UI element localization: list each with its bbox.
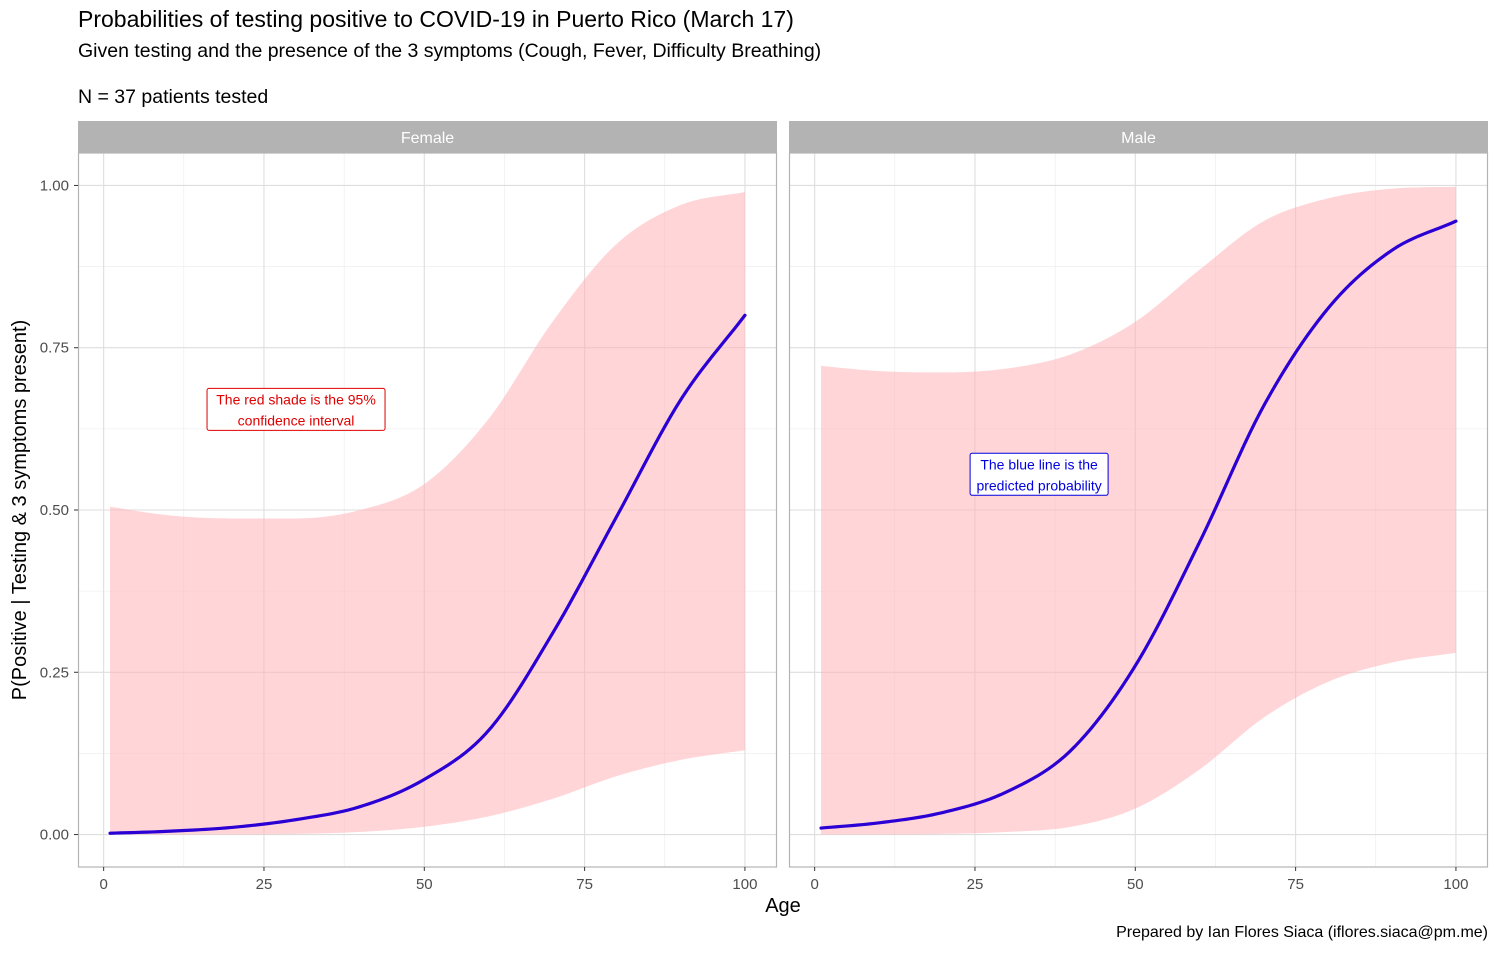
x-tick-label: 0 [810, 876, 818, 893]
y-axis-title: P(Positive | Testing & 3 symptoms presen… [9, 320, 31, 701]
y-tick-label: 0.75 [40, 340, 69, 357]
y-tick-label: 1.00 [40, 177, 69, 194]
annotation-text-line: predicted probability [976, 477, 1101, 493]
predicted-probability-line [108, 313, 747, 835]
annotation-box [969, 452, 1109, 496]
x-tick-label: 75 [576, 876, 593, 893]
annotation-label: The red shade is the 95% confidence inter… [206, 387, 386, 431]
y-tick-label: 0.50 [40, 502, 69, 519]
facet-female: Female 0 25 50 75 100 0.00 0.25 0.50 0.75 1.00 The … [40, 121, 778, 893]
annotation-text-line: confidence interval [238, 412, 355, 428]
facet-male: Male 0 25 50 75 100 The blue line is the predic… [788, 121, 1489, 893]
facet-strip [789, 121, 1488, 153]
x-tick-label: 0 [99, 876, 107, 893]
facet-strip-label: Male [1121, 130, 1156, 147]
x-tick-label: 50 [1127, 876, 1144, 893]
x-tick-label: 25 [967, 876, 984, 893]
annotation-box [206, 387, 386, 431]
chart-title: Probabilities of testing positive to COV… [78, 6, 794, 32]
x-tick-label: 75 [1287, 876, 1304, 893]
annotation-text-line: The red shade is the 95% [216, 391, 376, 407]
y-tick-label: 0.00 [40, 827, 69, 844]
chart-caption: Prepared by Ian Flores Siaca (iflores.si… [1116, 924, 1488, 941]
y-tick-label: 0.25 [40, 664, 69, 681]
facet-strip-label: Female [401, 130, 454, 147]
x-tick-label: 25 [256, 876, 273, 893]
facet-strip [78, 121, 777, 153]
confidence-ribbon [110, 191, 745, 835]
x-tick-label: 100 [1443, 876, 1468, 893]
x-tick-label: 50 [416, 876, 433, 893]
x-axis-title: Age [765, 895, 801, 917]
chart-subtitle: Given testing and the presence of the 3 … [78, 40, 822, 62]
annotation-text-line: The blue line is the [980, 456, 1098, 472]
sample-size-note: N = 37 patients tested [78, 86, 269, 108]
predicted-probability-line [819, 219, 1458, 830]
x-tick-label: 100 [732, 876, 757, 893]
annotation-label: The blue line is the predicted probabilit… [969, 452, 1109, 496]
